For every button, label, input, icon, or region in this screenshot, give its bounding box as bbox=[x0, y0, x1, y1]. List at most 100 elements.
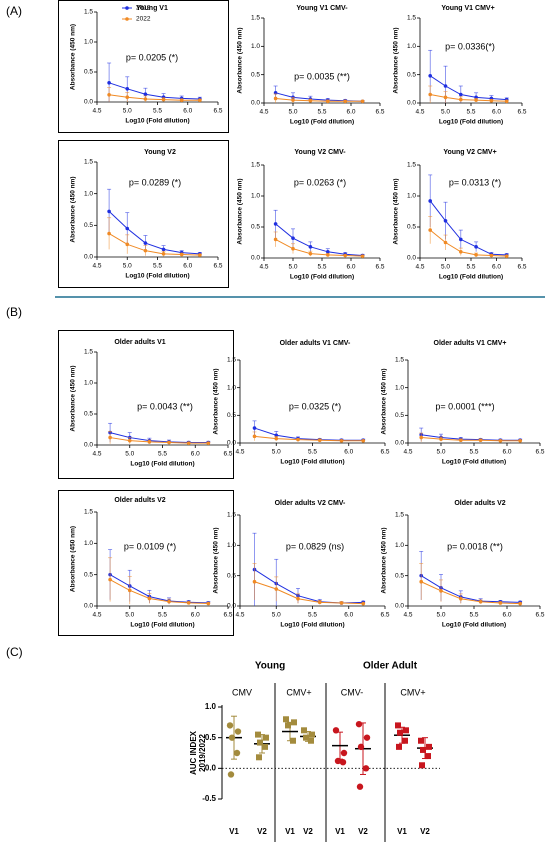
x-tick-label: V1 bbox=[285, 827, 295, 836]
x-axis-label: Log10 (Fold dilution) bbox=[442, 459, 506, 466]
data-point bbox=[439, 437, 443, 441]
panel-box bbox=[58, 0, 229, 133]
data-point bbox=[355, 720, 363, 728]
data-point bbox=[498, 438, 503, 443]
y-axis-label: AUC INDEX bbox=[189, 730, 198, 775]
data-point bbox=[326, 99, 330, 104]
chart-title: Older adults V2 bbox=[454, 500, 505, 507]
series-line bbox=[108, 233, 200, 256]
series-line bbox=[254, 435, 364, 442]
x-tick-label: 5.5 bbox=[466, 109, 475, 116]
data-point bbox=[161, 252, 166, 256]
data-point bbox=[459, 438, 463, 443]
x-tick-label: V2 bbox=[358, 827, 368, 836]
chart-title: Older adults V2 bbox=[114, 497, 165, 504]
x-tick-label: 4.5 bbox=[235, 612, 244, 619]
data-point bbox=[363, 734, 371, 741]
data-point bbox=[395, 722, 401, 729]
data-point bbox=[439, 589, 443, 593]
data-point bbox=[227, 771, 235, 778]
data-point bbox=[317, 438, 322, 443]
x-tick-label: 6.5 bbox=[380, 449, 389, 456]
series-line bbox=[429, 229, 507, 257]
y-tick-label: 0.5 bbox=[227, 572, 236, 579]
y-tick-label: 1.0 bbox=[84, 540, 93, 547]
panel-label: (A) bbox=[6, 4, 22, 18]
annotation: p= 0.0336(*) bbox=[445, 41, 495, 51]
x-tick-label: V2 bbox=[303, 827, 313, 836]
group-label: CMV bbox=[232, 687, 252, 697]
data-point bbox=[107, 93, 111, 97]
annotation: p= 0.0035 (**) bbox=[294, 71, 350, 81]
data-point bbox=[489, 98, 494, 103]
y-tick-label: 1.0 bbox=[251, 193, 260, 200]
series-line bbox=[109, 574, 209, 604]
data-point bbox=[186, 601, 191, 605]
x-tick-label: 6.0 bbox=[346, 264, 355, 271]
y-tick-label: 0.5 bbox=[84, 571, 93, 578]
y-tick-label: 1.5 bbox=[84, 349, 93, 356]
y-tick-label: 1.0 bbox=[84, 380, 93, 387]
data-point bbox=[283, 716, 289, 723]
y-axis-label: Absorbance (450 nm) bbox=[237, 178, 244, 244]
x-axis-label: Log10 (Fold dilution) bbox=[439, 119, 503, 126]
x-tick-label: 5.5 bbox=[469, 612, 478, 619]
y-tick-label: 1.0 bbox=[251, 43, 260, 50]
x-tick-label: V1 bbox=[397, 827, 407, 836]
data-point bbox=[263, 734, 269, 741]
y-axis-label: Absorbance (450 nm) bbox=[70, 365, 77, 431]
x-tick-label: 6.0 bbox=[183, 108, 192, 115]
chart-title: Older adults V2 CMV- bbox=[275, 500, 346, 507]
y-tick-label: 1.0 bbox=[395, 542, 404, 549]
y-tick-label: 0.0 bbox=[205, 763, 217, 772]
data-point bbox=[518, 601, 522, 606]
data-point bbox=[161, 97, 166, 102]
y-tick-label: 0.5 bbox=[395, 572, 404, 579]
series-line bbox=[110, 437, 209, 444]
x-axis-label: Log10 (Fold dilution) bbox=[125, 118, 189, 125]
x-tick-label: 4.5 bbox=[415, 109, 424, 116]
annotation: p= 0.0263 (*) bbox=[294, 177, 346, 187]
data-point bbox=[420, 746, 426, 753]
data-point bbox=[356, 783, 364, 790]
data-point bbox=[419, 435, 424, 440]
data-point bbox=[419, 762, 425, 769]
x-tick-label: 4.5 bbox=[92, 451, 101, 458]
x-tick-label: 5.5 bbox=[153, 108, 162, 115]
x-tick-label: 5.5 bbox=[158, 612, 167, 619]
series-line bbox=[420, 575, 521, 603]
y-tick-label: 1.5 bbox=[395, 512, 404, 519]
group-header: Young bbox=[255, 661, 285, 672]
y-tick-label: 0.0 bbox=[84, 603, 93, 610]
annotation: p= 0.0289 (*) bbox=[129, 177, 181, 187]
x-tick-label: 6.5 bbox=[535, 449, 544, 456]
chart-title: Young V1 CMV- bbox=[296, 5, 348, 12]
data-point bbox=[107, 81, 111, 85]
x-tick-label: 4.5 bbox=[92, 263, 101, 270]
y-tick-label: 1.0 bbox=[84, 39, 93, 46]
data-point bbox=[296, 596, 300, 601]
chart-title: Older adults V1 CMV- bbox=[280, 340, 351, 347]
x-tick-label: 5.5 bbox=[158, 451, 167, 458]
data-point bbox=[308, 245, 313, 249]
data-point bbox=[291, 246, 295, 251]
data-point bbox=[443, 84, 448, 88]
data-point bbox=[143, 92, 148, 96]
panel-box bbox=[58, 140, 229, 288]
x-tick-label: V1 bbox=[335, 827, 345, 836]
data-point bbox=[396, 743, 402, 750]
data-point bbox=[360, 99, 365, 104]
data-point bbox=[326, 253, 330, 257]
y-tick-label: 0.5 bbox=[395, 412, 404, 419]
x-tick-label: 6.0 bbox=[183, 263, 192, 270]
y-tick-label: 1.5 bbox=[227, 357, 236, 364]
y-tick-label: 1.0 bbox=[84, 190, 93, 197]
x-tick-label: 6.5 bbox=[535, 612, 544, 619]
x-tick-label: V2 bbox=[257, 827, 267, 836]
data-point bbox=[273, 222, 278, 226]
x-tick-label: 5.0 bbox=[123, 263, 132, 270]
panel-label: (C) bbox=[6, 645, 23, 659]
data-point bbox=[332, 727, 340, 734]
x-tick-label: 4.5 bbox=[415, 264, 424, 271]
